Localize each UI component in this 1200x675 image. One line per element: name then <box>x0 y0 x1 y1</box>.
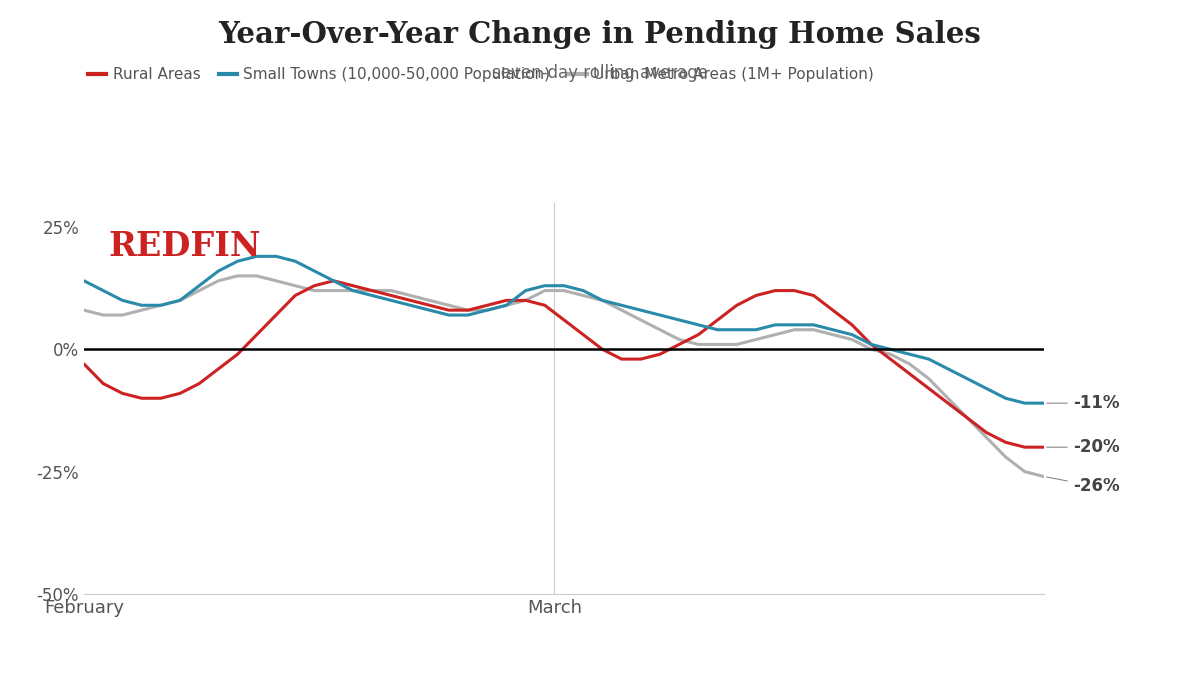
Text: REDFIN: REDFIN <box>108 230 260 263</box>
Text: -11%: -11% <box>1046 394 1120 412</box>
Text: seven-day rolling average: seven-day rolling average <box>492 64 708 82</box>
Text: -26%: -26% <box>1046 477 1120 495</box>
Legend: Rural Areas, Small Towns (10,000-50,000 Population), Urban Metro Areas (1M+ Popu: Rural Areas, Small Towns (10,000-50,000 … <box>82 61 880 88</box>
Text: -20%: -20% <box>1046 438 1120 456</box>
Text: Year-Over-Year Change in Pending Home Sales: Year-Over-Year Change in Pending Home Sa… <box>218 20 982 49</box>
